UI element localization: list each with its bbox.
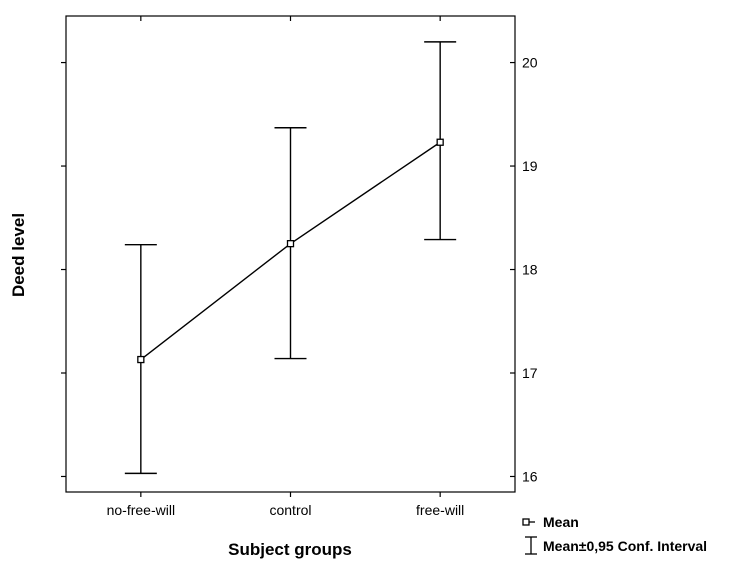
y-tick-label: 17 [522, 365, 538, 381]
legend: Mean Mean±0,95 Conf. Interval [522, 514, 707, 555]
error-bars [124, 41, 457, 475]
x-tick-label: control [269, 502, 311, 518]
data-point [286, 240, 295, 248]
legend-mean-label: Mean [543, 514, 579, 530]
x-tick-label: no-free-will [107, 502, 175, 518]
y-tick-label: 16 [522, 468, 538, 484]
x-axis-title: Subject groups [228, 540, 352, 559]
y-axis-title: Deed level [9, 213, 28, 297]
data-point [436, 138, 444, 146]
y-tick-label: 18 [522, 262, 538, 278]
x-axis: no-free-will control free-will [107, 16, 464, 518]
y-tick-label: 19 [522, 158, 538, 174]
legend-mean-marker [522, 518, 530, 526]
data-point [137, 355, 145, 364]
legend-ci-label: Mean±0,95 Conf. Interval [543, 538, 707, 554]
series-mean [137, 138, 444, 364]
x-tick-label: free-will [416, 502, 464, 518]
y-axis: 16 17 18 19 20 [61, 55, 538, 484]
y-tick-label: 20 [522, 55, 538, 71]
